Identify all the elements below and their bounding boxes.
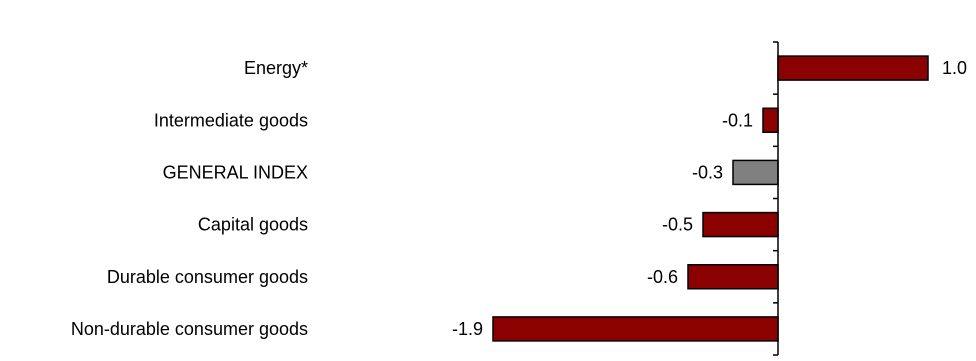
category-label-4: Durable consumer goods	[107, 267, 308, 287]
category-label-2: GENERAL INDEX	[163, 162, 308, 182]
bar-2	[732, 159, 779, 186]
value-label-1: -0.1	[722, 110, 753, 130]
category-label-0: Energy*	[244, 58, 308, 78]
value-label-4: -0.6	[647, 267, 678, 287]
category-label-5: Non-durable consumer goods	[71, 319, 308, 339]
value-label-0: 1.0	[942, 58, 967, 78]
value-label-2: -0.3	[692, 162, 723, 182]
bar-0	[777, 55, 929, 81]
category-labels: Energy* Intermediate goods GENERAL INDEX Ca…	[71, 58, 308, 339]
bars-group	[492, 55, 929, 342]
bar-4	[687, 264, 779, 290]
category-label-1: Intermediate goods	[154, 110, 308, 130]
bar-5	[492, 316, 779, 342]
value-label-5: -1.9	[452, 319, 483, 339]
bar-1	[762, 107, 779, 133]
bar-3	[702, 211, 779, 238]
zero-axis	[773, 41, 779, 356]
value-labels: 1.0 -0.1 -0.3 -0.5 -0.6 -1.9	[452, 58, 967, 339]
category-label-3: Capital goods	[198, 215, 308, 235]
value-label-3: -0.5	[662, 215, 693, 235]
